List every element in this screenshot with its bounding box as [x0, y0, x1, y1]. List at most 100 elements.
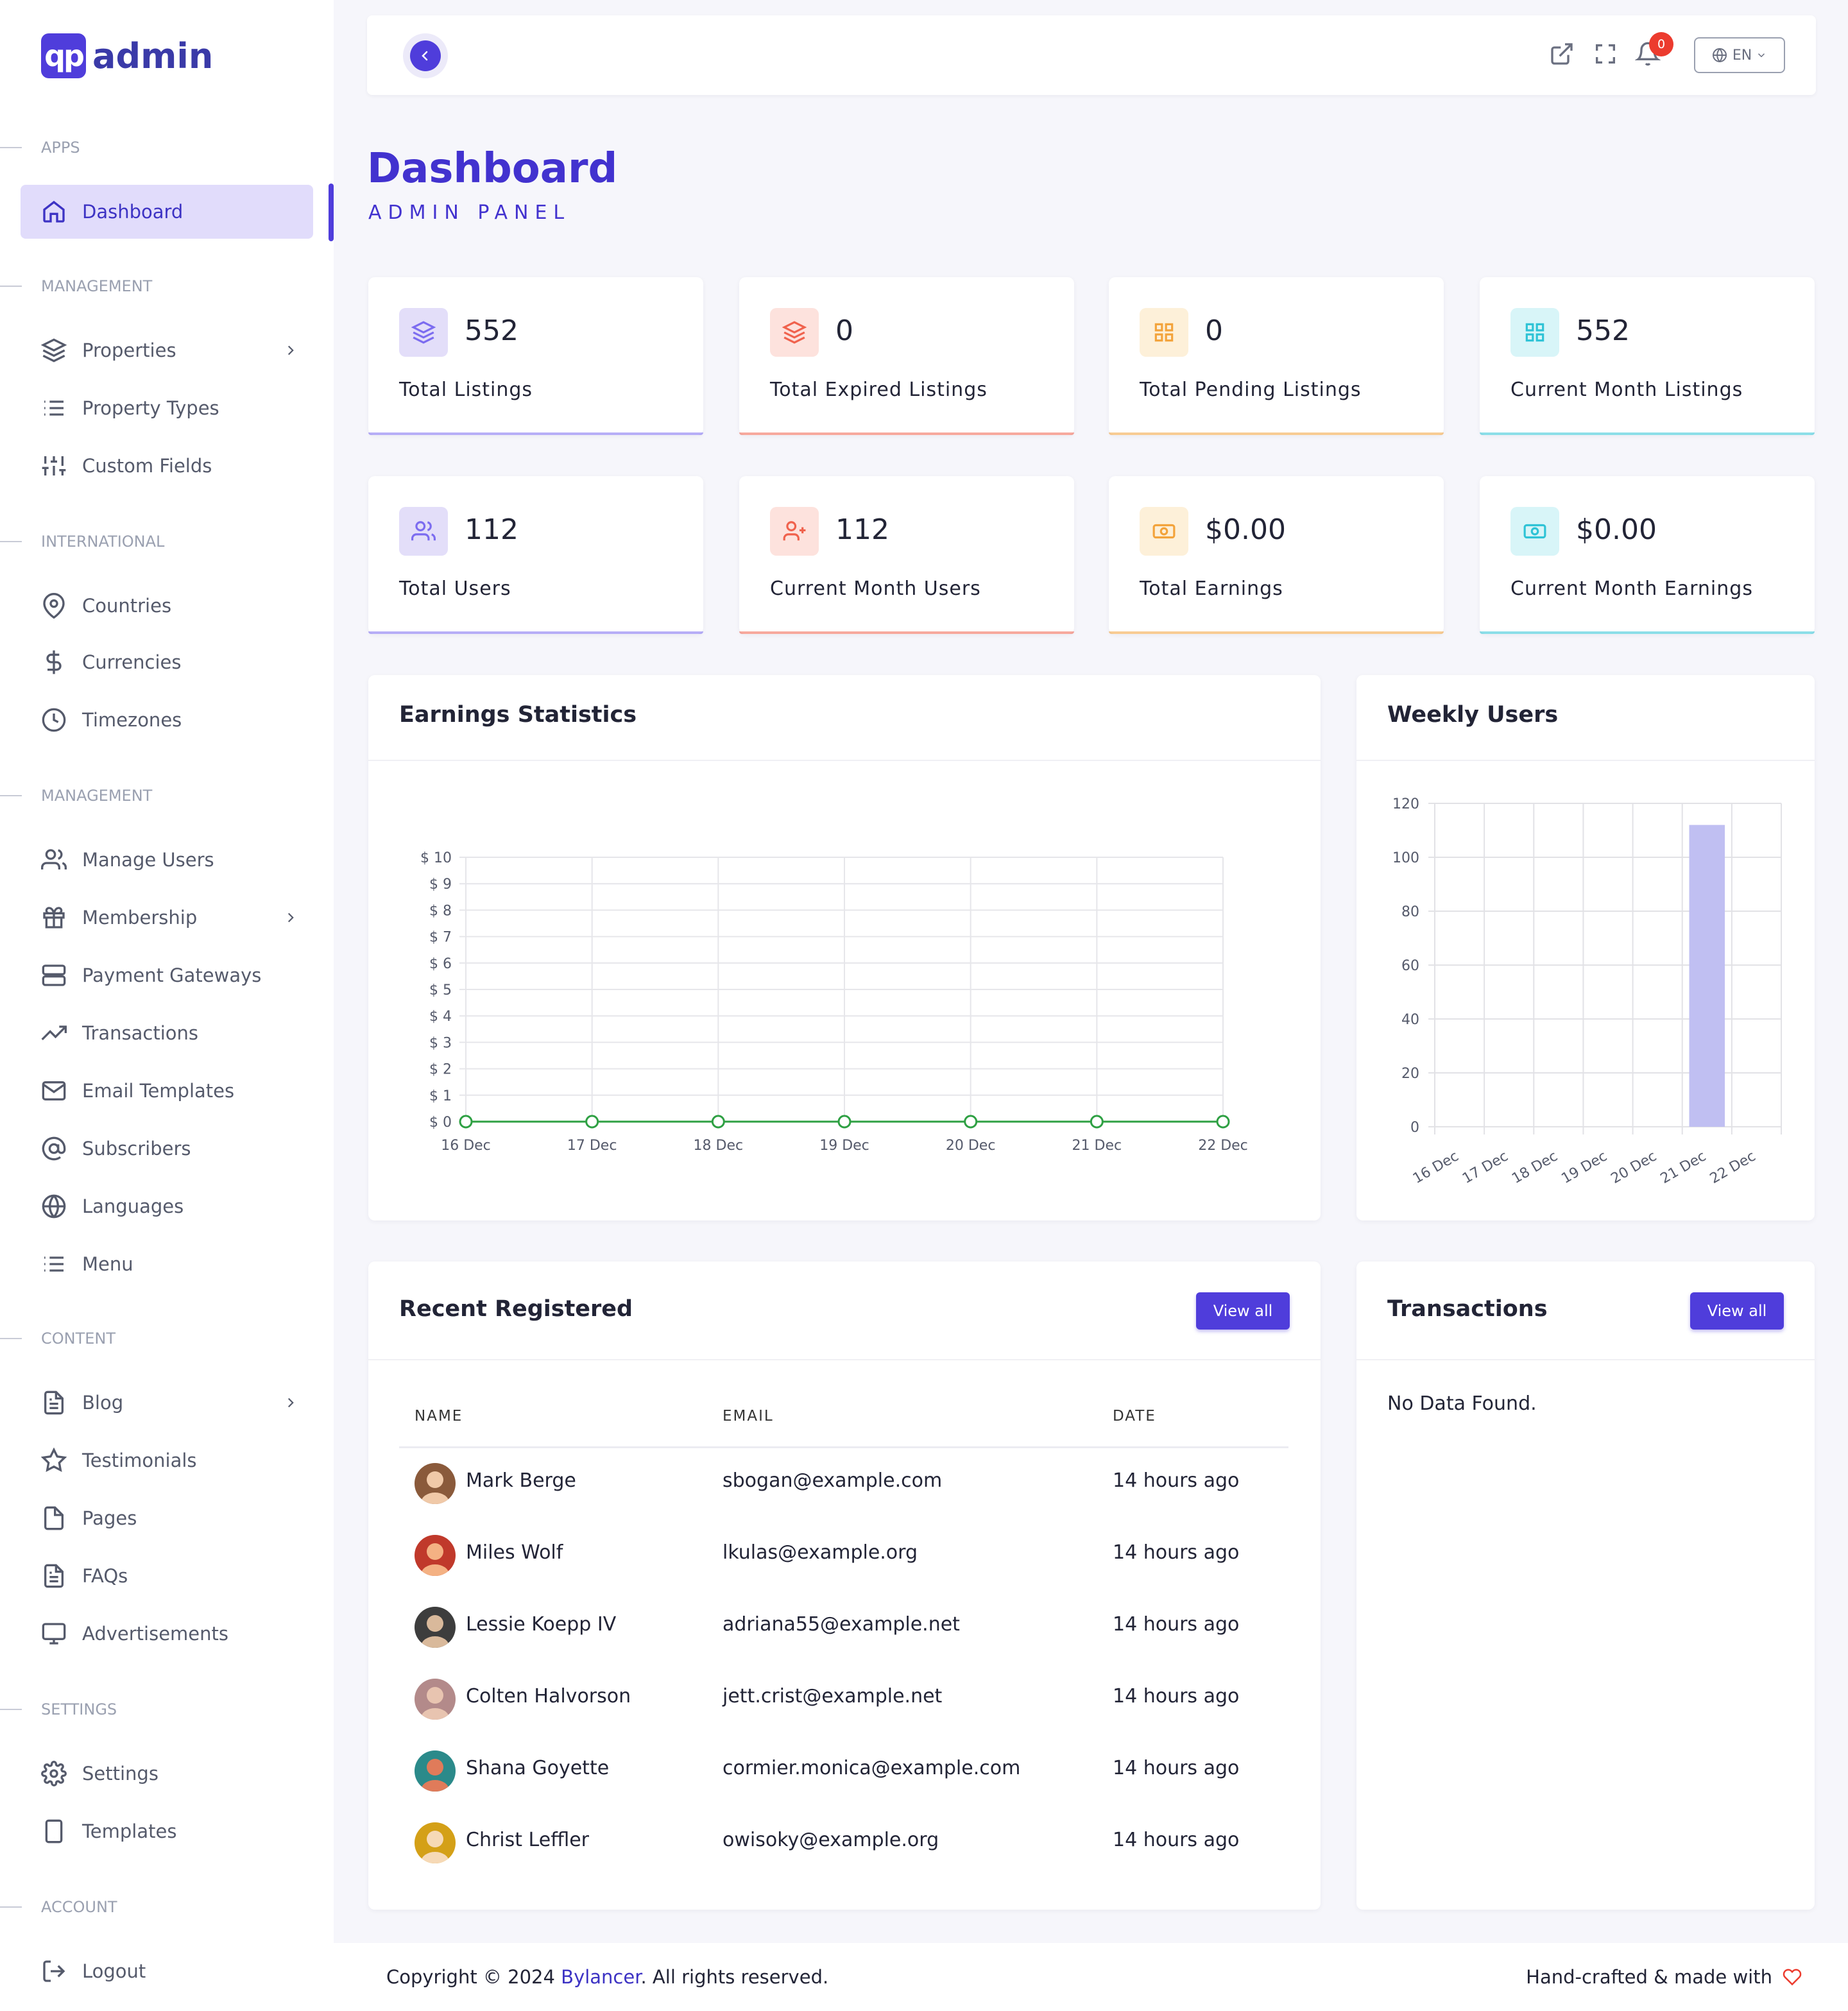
avatar: [415, 1679, 456, 1720]
sidebar-item-languages[interactable]: Languages: [21, 1179, 313, 1233]
sidebar-item-dashboard[interactable]: Dashboard: [21, 185, 313, 239]
tablet-icon: [41, 1818, 82, 1844]
sidebar-item-property-types[interactable]: Property Types: [21, 381, 313, 435]
stat-value: $0.00: [1576, 513, 1657, 546]
money-icon: [1510, 507, 1559, 556]
file-icon: [41, 1505, 82, 1531]
grid-icon: [1510, 308, 1559, 357]
sidebar-section-label: APPS: [0, 139, 80, 157]
section-label-text: ACCOUNT: [41, 1898, 117, 1916]
x-tick-label: 21 Dec: [1658, 1149, 1709, 1187]
home-icon: [41, 199, 82, 225]
sidebar-item-membership[interactable]: Membership: [21, 891, 313, 945]
sidebar-item-settings[interactable]: Settings: [21, 1747, 313, 1801]
stat-value: 552: [1576, 314, 1630, 347]
sidebar-item-logout[interactable]: Logout: [21, 1944, 313, 1998]
sidebar-item-blog[interactable]: Blog: [21, 1376, 313, 1430]
y-tick-label: 60: [1401, 958, 1419, 974]
stat-accent-line: [1109, 432, 1444, 435]
sidebar-item-label: Settings: [82, 1763, 158, 1784]
sidebar-item-currencies[interactable]: Currencies: [21, 635, 313, 689]
sidebar-item-menu[interactable]: Menu: [21, 1237, 313, 1291]
stat-label: Current Month Earnings: [1510, 578, 1753, 600]
y-tick-label: $ 2: [429, 1062, 452, 1078]
table-row[interactable]: Lessie Koepp IV adriana55@example.net 14 h…: [399, 1591, 1288, 1663]
stat-value: 552: [465, 314, 518, 347]
stat-accent-line: [368, 631, 703, 634]
sidebar-item-timezones[interactable]: Timezones: [21, 693, 313, 747]
stat-card-total-listings: 552 Total Listings: [368, 277, 703, 435]
sidebar-item-templates[interactable]: Templates: [21, 1804, 313, 1858]
x-tick-label: 19 Dec: [819, 1138, 869, 1154]
y-tick-label: 40: [1401, 1012, 1419, 1028]
col-header-email[interactable]: EMAIL: [723, 1408, 774, 1425]
language-dropdown[interactable]: EN: [1694, 37, 1785, 73]
sidebar-item-faqs[interactable]: FAQs: [21, 1549, 313, 1603]
y-tick-label: $ 9: [429, 877, 452, 893]
sidebar-item-manage-users[interactable]: Manage Users: [21, 833, 313, 887]
settings-icon: [41, 1761, 82, 1786]
y-tick-label: $ 10: [420, 850, 452, 866]
table-row[interactable]: Mark Berge sbogan@example.com 14 hours ago: [399, 1448, 1288, 1519]
user-name: Colten Halvorson: [466, 1685, 631, 1707]
sidebar-item-custom-fields[interactable]: Custom Fields: [21, 439, 313, 493]
card-divider: [368, 1359, 1321, 1360]
file-text-icon: [41, 1390, 82, 1416]
transactions-title: Transactions: [1387, 1296, 1548, 1322]
table-row[interactable]: Miles Wolf lkulas@example.org 14 hours ago: [399, 1519, 1288, 1591]
transactions-view-all-button[interactable]: View all: [1690, 1292, 1784, 1330]
x-tick-label: 20 Dec: [1608, 1149, 1659, 1187]
user-email: cormier.monica@example.com: [723, 1757, 1021, 1779]
y-tick-label: 0: [1410, 1120, 1419, 1136]
stat-value: $0.00: [1205, 513, 1286, 546]
copyright-suffix: . All rights reserved.: [640, 1966, 829, 1988]
table-row[interactable]: Colten Halvorson jett.crist@example.net 14…: [399, 1663, 1288, 1735]
section-label-text: SETTINGS: [41, 1700, 117, 1718]
collapse-sidebar-button[interactable]: [403, 33, 448, 78]
col-header-name[interactable]: NAME: [415, 1408, 463, 1425]
col-header-date[interactable]: DATE: [1113, 1408, 1156, 1425]
x-tick-label: 16 Dec: [1410, 1149, 1462, 1187]
recent-view-all-button[interactable]: View all: [1196, 1292, 1290, 1330]
sidebar-item-label: Membership: [82, 907, 198, 928]
sidebar-item-countries[interactable]: Countries: [21, 579, 313, 633]
sidebar-item-testimonials[interactable]: Testimonials: [21, 1433, 313, 1487]
y-tick-label: $ 7: [429, 930, 452, 946]
sidebar-item-label: Currencies: [82, 651, 182, 673]
monitor-icon: [41, 1621, 82, 1647]
sidebar-item-advertisements[interactable]: Advertisements: [21, 1607, 313, 1661]
sidebar-item-email-templates[interactable]: Email Templates: [21, 1064, 313, 1118]
sidebar-item-subscribers[interactable]: Subscribers: [21, 1122, 313, 1176]
table-row[interactable]: Shana Goyette cormier.monica@example.com 1…: [399, 1735, 1288, 1807]
chevron-right-icon: [287, 912, 294, 923]
x-tick-label: 20 Dec: [946, 1138, 996, 1154]
stat-card-total-earnings: $0.00 Total Earnings: [1109, 476, 1444, 634]
avatar: [415, 1535, 456, 1576]
external-link-icon[interactable]: [1549, 41, 1575, 67]
file-text-icon: [41, 1563, 82, 1589]
map-pin-icon: [41, 593, 82, 619]
fullscreen-icon[interactable]: [1593, 41, 1618, 67]
table-row[interactable]: Christ Leffler owisoky@example.org 14 hour…: [399, 1807, 1288, 1879]
active-indicator: [329, 184, 334, 241]
data-point: [837, 1115, 851, 1129]
data-point: [711, 1115, 725, 1129]
sidebar-item-transactions[interactable]: Transactions: [21, 1006, 313, 1060]
sidebar-item-payment-gateways[interactable]: Payment Gateways: [21, 948, 313, 1002]
sidebar-section-label: ACCOUNT: [0, 1898, 117, 1916]
x-tick-label: 19 Dec: [1559, 1149, 1610, 1187]
sidebar-item-pages[interactable]: Pages: [21, 1491, 313, 1545]
sidebar-section-label: SETTINGS: [0, 1700, 117, 1718]
company-link[interactable]: Bylancer: [561, 1966, 641, 1988]
chevron-right-icon: [287, 345, 294, 355]
earnings-title: Earnings Statistics: [399, 702, 637, 728]
server-icon: [41, 963, 82, 988]
transactions-card: Transactions View all No Data Found.: [1356, 1262, 1815, 1910]
logo[interactable]: qp admin: [41, 33, 213, 78]
section-dash: [0, 795, 22, 796]
layers-icon: [770, 308, 819, 357]
chevron-down-icon: [1758, 53, 1765, 58]
sidebar-item-properties[interactable]: Properties: [21, 323, 313, 377]
card-divider: [368, 760, 1321, 761]
sliders-icon: [41, 453, 82, 479]
